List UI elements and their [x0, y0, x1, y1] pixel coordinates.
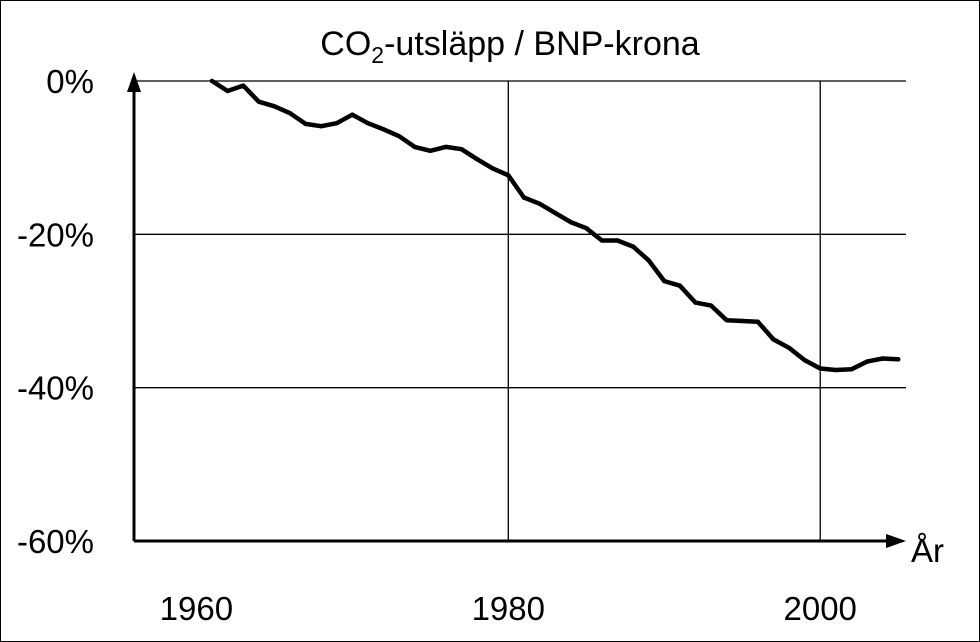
data-point — [521, 195, 527, 200]
y-tick-label: -60% — [17, 523, 94, 560]
data-point — [256, 99, 261, 104]
axes — [127, 72, 906, 548]
x-tick-labels: 1960 1980 2000 — [160, 590, 857, 627]
y-tick-label: -40% — [17, 370, 94, 407]
data-point — [802, 357, 807, 363]
data-point — [318, 124, 324, 129]
data-point — [537, 201, 542, 206]
y-axis-arrow — [127, 72, 141, 92]
data-point — [833, 367, 839, 373]
data-point — [474, 157, 480, 162]
data-point — [708, 303, 714, 308]
data-point — [396, 134, 402, 139]
data-point — [350, 112, 355, 117]
x-tick-label: 1980 — [472, 590, 545, 627]
data-point — [849, 367, 854, 372]
data-point — [443, 144, 449, 150]
data-point — [662, 278, 667, 284]
chart-title-main: CO — [320, 25, 371, 63]
data-point — [740, 318, 745, 324]
data-point — [599, 238, 605, 243]
data-point — [615, 238, 620, 243]
data-point — [755, 319, 761, 324]
y-tick-label: 0% — [46, 63, 94, 100]
data-point — [209, 78, 215, 84]
data-point — [552, 210, 558, 216]
data-point — [724, 318, 729, 323]
data-point — [818, 366, 823, 371]
data-point — [240, 83, 246, 88]
data-point — [365, 120, 371, 126]
series-line — [209, 78, 901, 373]
y-tick-labels: 0% -20% -40% -60% — [17, 63, 94, 560]
data-point — [677, 283, 683, 288]
data-point — [506, 173, 511, 178]
data-point — [584, 226, 589, 231]
data-point — [412, 144, 417, 150]
data-point — [225, 88, 230, 94]
data-point — [896, 357, 901, 362]
data-point — [630, 244, 636, 249]
chart-title-rest: -utsläpp / BNP-krona — [384, 25, 700, 63]
grid-lines — [134, 80, 906, 541]
data-point — [490, 166, 495, 171]
data-points — [209, 78, 901, 373]
x-tick-label: 2000 — [784, 590, 857, 627]
x-axis-label: År — [911, 532, 944, 569]
data-point — [428, 148, 433, 153]
x-tick-label: 1960 — [160, 590, 233, 627]
data-point — [771, 337, 776, 342]
data-point — [786, 345, 792, 350]
data-point — [568, 219, 573, 225]
data-point — [303, 121, 308, 127]
data-point — [459, 147, 464, 152]
data-point — [646, 258, 651, 263]
data-point — [880, 356, 885, 361]
data-point — [381, 127, 386, 132]
y-tick-label: -20% — [17, 216, 94, 253]
data-point — [693, 300, 698, 305]
chart-title: CO2-utsläpp / BNP-krona — [320, 25, 699, 68]
data-point — [334, 120, 339, 126]
chart-title-subscript: 2 — [371, 42, 384, 68]
x-axis-arrow — [886, 534, 906, 548]
data-point — [287, 111, 293, 116]
data-point — [864, 359, 870, 364]
data-point — [272, 104, 277, 109]
